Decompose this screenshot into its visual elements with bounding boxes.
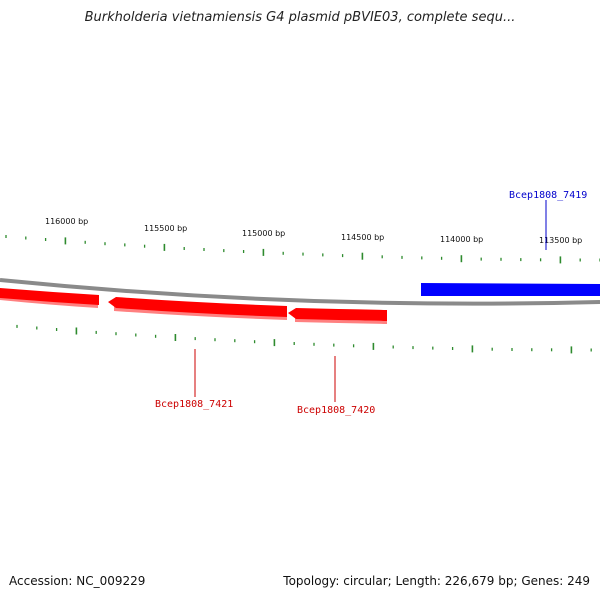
scale-label-113500: 113500 bp [539, 236, 582, 245]
scale-label-115500: 115500 bp [144, 224, 187, 233]
topology-summary: Topology: circular; Length: 226,679 bp; … [283, 574, 590, 588]
plasmid-title: Burkholderia vietnamiensis G4 plasmid pB… [84, 10, 516, 25]
gene-label-bcep1808-7421[interactable]: Bcep1808_7421 [155, 399, 233, 410]
gene-shadow [295, 318, 387, 324]
outer-scale-ticks [5, 235, 600, 264]
scale-label-115000: 115000 bp [242, 229, 285, 238]
gene-label-bcep1808-7419[interactable]: Bcep1808_7419 [509, 190, 587, 201]
gene-bar-bcep1808-7420[interactable] [288, 308, 387, 321]
reverse-strand-genes [0, 288, 387, 324]
plasmid-backbone [0, 278, 600, 306]
scale-label-114500: 114500 bp [341, 233, 384, 242]
scale-labels: 116000 bp 115500 bp 115000 bp 114500 bp … [45, 217, 582, 245]
scale-label-116000: 116000 bp [45, 217, 88, 226]
gene-label-bcep1808-7420[interactable]: Bcep1808_7420 [297, 405, 375, 416]
inner-scale-ticks [16, 324, 592, 354]
accession-label: Accession: NC_009229 [9, 574, 146, 588]
gene-bar-bcep1808-7419[interactable] [421, 283, 600, 296]
scale-label-114000: 114000 bp [440, 235, 483, 244]
gene-bar-bcep1808-7422[interactable] [0, 288, 99, 305]
gene-bar-bcep1808-7421[interactable] [108, 297, 287, 317]
